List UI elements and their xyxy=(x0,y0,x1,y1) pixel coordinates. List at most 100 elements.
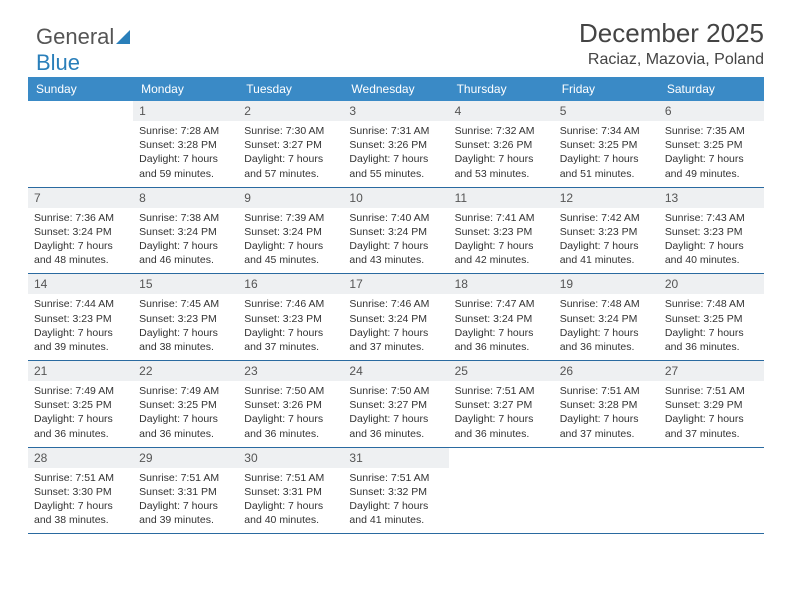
calendar-day: 27Sunrise: 7:51 AMSunset: 3:29 PMDayligh… xyxy=(659,361,764,448)
day-details: Sunrise: 7:40 AMSunset: 3:24 PMDaylight:… xyxy=(343,208,448,274)
day-number: 21 xyxy=(28,361,133,381)
day-number: 11 xyxy=(449,188,554,208)
day-line-sr: Sunrise: 7:51 AM xyxy=(455,384,548,398)
day-line-d1: Daylight: 7 hours xyxy=(455,152,548,166)
day-line-sr: Sunrise: 7:51 AM xyxy=(244,471,337,485)
day-line-sr: Sunrise: 7:36 AM xyxy=(34,211,127,225)
day-details: Sunrise: 7:46 AMSunset: 3:23 PMDaylight:… xyxy=(238,294,343,360)
day-line-d1: Daylight: 7 hours xyxy=(34,499,127,513)
day-line-ss: Sunset: 3:30 PM xyxy=(34,485,127,499)
day-number: 16 xyxy=(238,274,343,294)
calendar-day: 6Sunrise: 7:35 AMSunset: 3:25 PMDaylight… xyxy=(659,101,764,187)
calendar-week: 7Sunrise: 7:36 AMSunset: 3:24 PMDaylight… xyxy=(28,187,764,274)
day-line-d2: and 37 minutes. xyxy=(665,427,758,441)
day-line-d2: and 37 minutes. xyxy=(349,340,442,354)
calendar-day: 13Sunrise: 7:43 AMSunset: 3:23 PMDayligh… xyxy=(659,187,764,274)
day-details: Sunrise: 7:39 AMSunset: 3:24 PMDaylight:… xyxy=(238,208,343,274)
day-number: 31 xyxy=(343,448,448,468)
day-details: Sunrise: 7:51 AMSunset: 3:30 PMDaylight:… xyxy=(28,468,133,534)
day-line-d1: Daylight: 7 hours xyxy=(34,326,127,340)
day-line-d1: Daylight: 7 hours xyxy=(560,152,653,166)
day-line-d2: and 39 minutes. xyxy=(34,340,127,354)
calendar-day: 5Sunrise: 7:34 AMSunset: 3:25 PMDaylight… xyxy=(554,101,659,187)
day-number: 9 xyxy=(238,188,343,208)
day-number: 14 xyxy=(28,274,133,294)
day-line-sr: Sunrise: 7:39 AM xyxy=(244,211,337,225)
day-details: Sunrise: 7:48 AMSunset: 3:24 PMDaylight:… xyxy=(554,294,659,360)
day-details: Sunrise: 7:43 AMSunset: 3:23 PMDaylight:… xyxy=(659,208,764,274)
day-number: 23 xyxy=(238,361,343,381)
day-number: 19 xyxy=(554,274,659,294)
day-number: 7 xyxy=(28,188,133,208)
day-line-sr: Sunrise: 7:35 AM xyxy=(665,124,758,138)
day-line-ss: Sunset: 3:31 PM xyxy=(244,485,337,499)
day-details: Sunrise: 7:41 AMSunset: 3:23 PMDaylight:… xyxy=(449,208,554,274)
calendar-day: 25Sunrise: 7:51 AMSunset: 3:27 PMDayligh… xyxy=(449,361,554,448)
day-number: 17 xyxy=(343,274,448,294)
header-saturday: Saturday xyxy=(659,77,764,101)
day-line-sr: Sunrise: 7:49 AM xyxy=(139,384,232,398)
day-number: 13 xyxy=(659,188,764,208)
day-line-sr: Sunrise: 7:41 AM xyxy=(455,211,548,225)
day-line-d1: Daylight: 7 hours xyxy=(349,499,442,513)
header-monday: Monday xyxy=(133,77,238,101)
day-details: Sunrise: 7:51 AMSunset: 3:31 PMDaylight:… xyxy=(133,468,238,534)
day-line-d1: Daylight: 7 hours xyxy=(139,499,232,513)
day-line-ss: Sunset: 3:23 PM xyxy=(34,312,127,326)
day-line-d2: and 43 minutes. xyxy=(349,253,442,267)
day-line-sr: Sunrise: 7:51 AM xyxy=(349,471,442,485)
day-line-d1: Daylight: 7 hours xyxy=(34,412,127,426)
calendar-day: 7 Sunrise: 7:36 AMSunset: 3:24 PMDaylight… xyxy=(28,187,133,274)
header-wednesday: Wednesday xyxy=(343,77,448,101)
calendar-table: Sunday Monday Tuesday Wednesday Thursday… xyxy=(28,77,764,534)
day-line-sr: Sunrise: 7:40 AM xyxy=(349,211,442,225)
day-line-d1: Daylight: 7 hours xyxy=(139,152,232,166)
day-details: Sunrise: 7:28 AMSunset: 3:28 PMDaylight:… xyxy=(133,121,238,187)
day-line-d1: Daylight: 7 hours xyxy=(139,239,232,253)
day-line-sr: Sunrise: 7:34 AM xyxy=(560,124,653,138)
calendar-day: 8Sunrise: 7:38 AMSunset: 3:24 PMDaylight… xyxy=(133,187,238,274)
calendar-day: 11Sunrise: 7:41 AMSunset: 3:23 PMDayligh… xyxy=(449,187,554,274)
calendar-day: 21Sunrise: 7:49 AMSunset: 3:25 PMDayligh… xyxy=(28,361,133,448)
day-line-sr: Sunrise: 7:51 AM xyxy=(34,471,127,485)
day-details: Sunrise: 7:50 AMSunset: 3:26 PMDaylight:… xyxy=(238,381,343,447)
brand-logo: General Blue xyxy=(36,24,130,76)
day-line-sr: Sunrise: 7:51 AM xyxy=(560,384,653,398)
day-line-ss: Sunset: 3:23 PM xyxy=(665,225,758,239)
day-line-d1: Daylight: 7 hours xyxy=(244,152,337,166)
day-number: 26 xyxy=(554,361,659,381)
day-line-d2: and 40 minutes. xyxy=(244,513,337,527)
day-line-sr: Sunrise: 7:49 AM xyxy=(34,384,127,398)
day-details: Sunrise: 7:42 AMSunset: 3:23 PMDaylight:… xyxy=(554,208,659,274)
calendar-day: 29Sunrise: 7:51 AMSunset: 3:31 PMDayligh… xyxy=(133,447,238,534)
day-number: 1 xyxy=(133,101,238,121)
day-line-ss: Sunset: 3:32 PM xyxy=(349,485,442,499)
day-line-d1: Daylight: 7 hours xyxy=(34,239,127,253)
day-line-d1: Daylight: 7 hours xyxy=(665,239,758,253)
day-details: Sunrise: 7:51 AMSunset: 3:32 PMDaylight:… xyxy=(343,468,448,534)
day-line-ss: Sunset: 3:24 PM xyxy=(34,225,127,239)
calendar-day: 3Sunrise: 7:31 AMSunset: 3:26 PMDaylight… xyxy=(343,101,448,187)
day-line-ss: Sunset: 3:24 PM xyxy=(349,225,442,239)
day-line-sr: Sunrise: 7:47 AM xyxy=(455,297,548,311)
calendar-day: 2Sunrise: 7:30 AMSunset: 3:27 PMDaylight… xyxy=(238,101,343,187)
day-line-ss: Sunset: 3:25 PM xyxy=(139,398,232,412)
day-line-d1: Daylight: 7 hours xyxy=(244,499,337,513)
day-line-d2: and 36 minutes. xyxy=(349,427,442,441)
day-line-d1: Daylight: 7 hours xyxy=(349,412,442,426)
day-number: 4 xyxy=(449,101,554,121)
day-line-ss: Sunset: 3:26 PM xyxy=(349,138,442,152)
day-number: 22 xyxy=(133,361,238,381)
day-line-d2: and 39 minutes. xyxy=(139,513,232,527)
day-details: Sunrise: 7:30 AMSunset: 3:27 PMDaylight:… xyxy=(238,121,343,187)
day-number: 10 xyxy=(343,188,448,208)
day-line-d2: and 36 minutes. xyxy=(139,427,232,441)
day-number: 25 xyxy=(449,361,554,381)
day-line-d2: and 53 minutes. xyxy=(455,167,548,181)
day-line-d2: and 40 minutes. xyxy=(665,253,758,267)
day-number: 3 xyxy=(343,101,448,121)
day-line-sr: Sunrise: 7:31 AM xyxy=(349,124,442,138)
day-number: 12 xyxy=(554,188,659,208)
calendar-day: 20Sunrise: 7:48 AMSunset: 3:25 PMDayligh… xyxy=(659,274,764,361)
day-line-d2: and 37 minutes. xyxy=(244,340,337,354)
